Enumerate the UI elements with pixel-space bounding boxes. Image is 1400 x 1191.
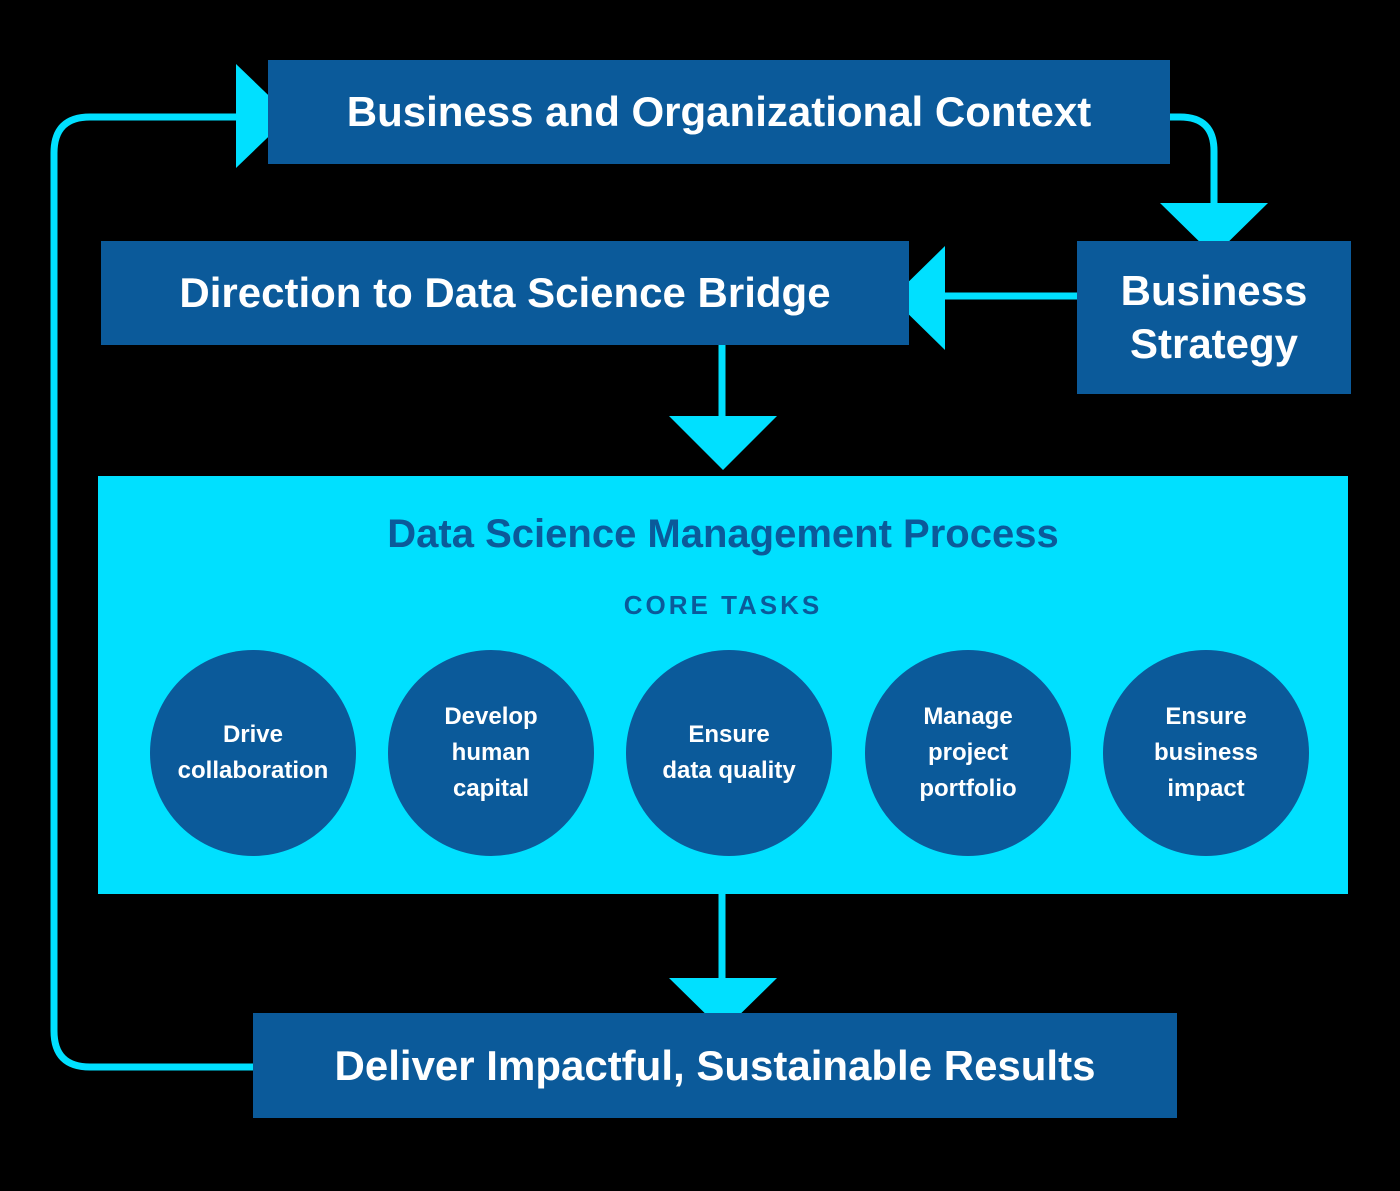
- process-to-results-arrowhead: [669, 978, 777, 1031]
- task-line: capital: [452, 775, 530, 802]
- management-process-panel: Data Science Management Process CORE TAS…: [98, 476, 1348, 894]
- business-context-label: Business and Organizational Context: [346, 88, 1092, 135]
- task-circle-drive-collaboration: Drive collaboration: [150, 650, 356, 856]
- direction-bridge-label: Direction to Data Science Bridge: [179, 269, 831, 316]
- task-line: collaboration: [177, 757, 329, 784]
- context-to-strategy-arrowhead: [1160, 203, 1268, 256]
- task-line: Drive: [222, 721, 284, 748]
- task-circle-ensure-data-quality: Ensure data quality: [626, 650, 832, 856]
- process-title: Data Science Management Process: [387, 512, 1059, 556]
- task-line: Ensure: [1165, 703, 1247, 730]
- task-line: data quality: [662, 757, 796, 784]
- core-tasks-label: CORE TASKS: [623, 590, 823, 620]
- task-line: Ensure: [688, 721, 770, 748]
- deliver-results-label: Deliver Impactful, Sustainable Results: [334, 1041, 1096, 1089]
- business-context-box: Business and Organizational Context: [268, 60, 1170, 164]
- task-circle-manage-project-portfolio: Manage project portfolio: [865, 650, 1071, 856]
- task-line: human: [451, 739, 531, 766]
- business-strategy-box: Business Strategy: [1077, 241, 1351, 394]
- feedback-arrowhead: [236, 64, 290, 168]
- task-line: Develop: [444, 703, 538, 730]
- feedback-loop-line: [50, 113, 253, 1071]
- direction-bridge-box: Direction to Data Science Bridge: [101, 241, 909, 345]
- task-line: business: [1153, 739, 1259, 766]
- strategy-to-direction-arrowhead: [892, 246, 945, 350]
- deliver-results-box: Deliver Impactful, Sustainable Results: [253, 1013, 1177, 1118]
- business-strategy-line-2: Strategy: [1129, 319, 1299, 367]
- task-circle-develop-human-capital: Develop human capital: [388, 650, 594, 856]
- task-line: impact: [1167, 775, 1245, 802]
- task-line: portfolio: [919, 775, 1017, 802]
- task-circle-ensure-business-impact: Ensure business impact: [1103, 650, 1309, 856]
- task-line: project: [927, 739, 1008, 766]
- business-strategy-line-1: Business: [1120, 267, 1308, 314]
- direction-to-process-arrowhead: [669, 416, 777, 470]
- context-to-strategy-line: [1170, 113, 1218, 205]
- task-line: Manage: [923, 703, 1013, 730]
